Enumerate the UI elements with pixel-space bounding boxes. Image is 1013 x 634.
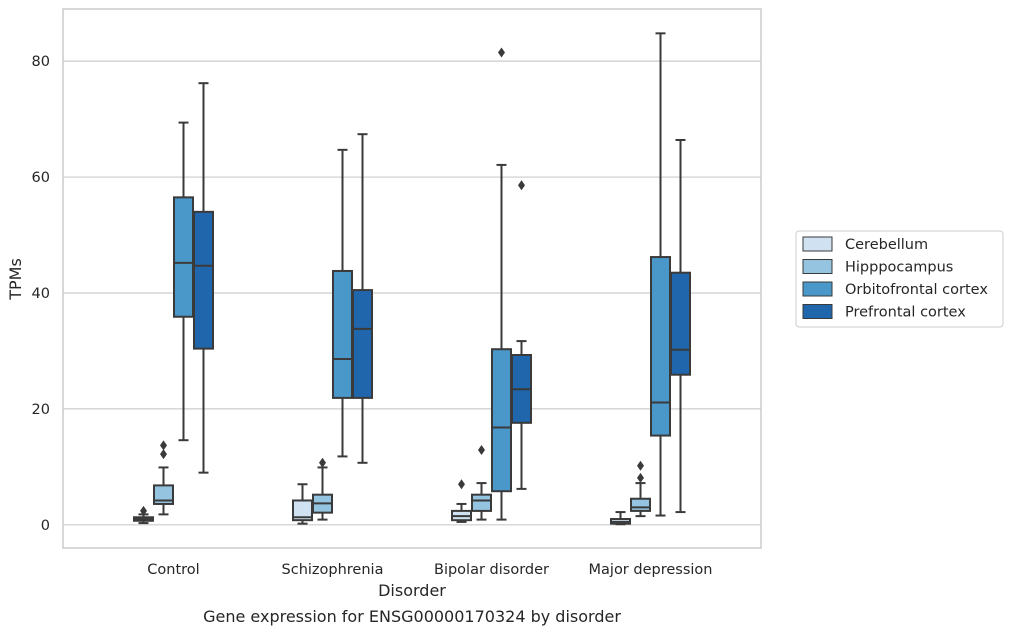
series-orbitofrontal-cortex [173,32,671,521]
y-tick-label-40: 40 [32,286,50,302]
box-body [332,269,353,399]
legend-swatch [802,304,833,319]
plot-frame [62,8,762,549]
box [650,32,671,517]
x-axis-ticks: Control Schizophrenia Bipolar disorder Majo… [147,562,712,578]
box [292,483,313,525]
box [471,445,492,521]
box [491,47,512,521]
x-axis-label: Disorder [378,581,446,600]
x-tick-label: Control [147,562,199,578]
box-body [352,289,373,399]
series-hipppocampus [153,440,651,521]
outlier-point [498,47,505,58]
legend-swatch [802,236,833,252]
legend-label: Orbitofrontal cortex [845,282,988,298]
x-tick-label: Bipolar disorder [434,562,549,578]
x-tick-label: Major depression [589,562,713,578]
box [153,440,174,516]
box-series-layer [133,32,691,526]
box-body [153,484,174,505]
outlier-point [319,457,326,468]
box-body [193,210,214,350]
outlier-point [160,449,167,460]
box [451,479,472,523]
outlier-point [160,440,167,451]
series-cerebellum [133,479,631,526]
outlier-point [637,472,644,483]
box [610,511,631,526]
box-body [650,256,671,437]
box [332,148,353,458]
series-prefrontal-cortex [193,82,691,514]
y-tick-label-20: 20 [32,402,50,418]
outlier-point [637,460,644,471]
box-body [630,497,651,512]
y-tick-label-60: 60 [32,170,50,186]
box-body [471,493,492,512]
box [312,457,333,521]
box-body [491,348,512,493]
box [193,82,214,474]
y-axis-label: TPMs [6,258,25,301]
legend-swatch [802,259,833,274]
legend-swatch [802,281,833,297]
legend: Cerebellum Hipppocampus Orbitofrontal cort… [795,230,1004,328]
box [670,138,691,514]
box [511,180,532,490]
box-body [173,196,194,318]
legend-items: Cerebellum Hipppocampus Orbitofrontal cort… [802,236,988,321]
y-tick-label-0: 0 [41,518,50,534]
x-tick-label: Schizophrenia [282,562,384,578]
outlier-point [518,180,525,191]
y-tick-label-80: 80 [32,54,50,70]
outlier-point [478,445,485,456]
box [173,121,194,442]
box [133,505,154,525]
box [630,460,651,518]
outlier-point [140,505,147,516]
legend-label: Prefrontal cortex [845,305,966,321]
legend-label: Hipppocampus [845,260,953,276]
chart-caption: Gene expression for ENSG00000170324 by d… [203,607,621,626]
box-body [670,271,691,376]
legend-frame [795,230,1004,328]
outlier-point [458,479,465,490]
box [352,133,373,464]
legend-label: Cerebellum [845,237,928,253]
y-axis-ticks: 0 20 40 60 80 [32,54,50,534]
